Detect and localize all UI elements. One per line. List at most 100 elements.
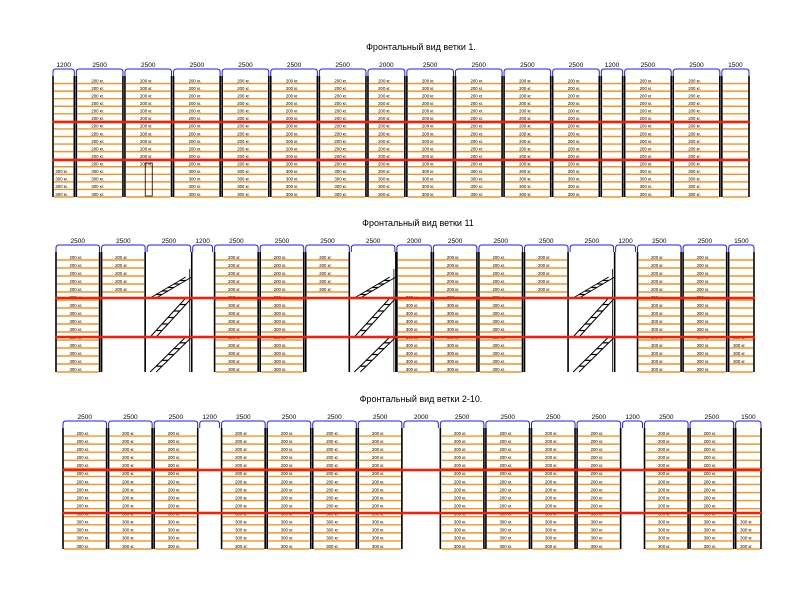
dimension-label: 2500 [320,238,335,245]
dimension-line [199,420,221,428]
load-label: 300 кг. [640,192,652,197]
dimension-label: 2500 [229,238,244,245]
dimension-line [350,244,396,252]
load-label: 300 кг. [91,169,103,174]
load-label: 300 кг. [406,319,418,324]
load-label: 300 кг. [70,343,82,348]
load-label: 200 кг. [499,447,511,452]
load-label: 300 кг. [122,544,134,549]
view-branch-1-body: 1200 2500 2500 2500 2500 2500 2500 2000 2500 2500… [52,62,750,198]
load-label: 200 кг. [77,447,89,452]
load-label: 200 кг. [91,78,103,83]
load-label: 200 кг. [140,86,152,91]
dimension-line [552,68,600,76]
load-label: 200 кг. [286,154,298,159]
dimension-line [101,244,146,252]
load-label: 200 кг. [319,255,331,260]
load-label: 200 кг. [115,255,127,260]
load-label: 200 кг. [519,154,531,159]
dimension-label: 2500 [520,62,535,69]
dimension-line [523,244,569,252]
load-label: 300 кг. [77,520,89,525]
load-label: 200 кг. [77,495,89,500]
rack-bay: 200 кг. 200 кг. 200 кг. 200 кг. 200 кг. 300 к… [432,252,478,373]
rack-bay: 200 кг. 200 кг. 200 кг. 200 кг. 200 кг. 200 к… [689,428,735,550]
load-label: 200 кг. [372,439,384,444]
load-label: 200 кг. [568,146,580,151]
load-label: 300 кг. [651,351,663,356]
load-label: 200 кг. [122,471,134,476]
load-label: 200 кг. [378,86,390,91]
load-label: 200 кг. [189,131,201,136]
load-label: 200 кг. [237,116,249,121]
load-label: 300 кг. [228,311,240,316]
load-label: 200 кг. [591,479,603,484]
dimension-label: 2500 [500,414,515,421]
load-label: 200 кг. [91,162,103,167]
load-label: 200 кг. [237,131,249,136]
load-label: 300 кг. [591,520,603,525]
load-label: 200 кг. [640,162,652,167]
dimension-chain: 2500 2500 2500 1200 2500 2500 2500 2500 2000 2500… [55,238,755,252]
dimension-line [221,420,266,428]
dimension-label: 2000 [407,238,422,245]
load-label: 300 кг. [640,177,652,182]
load-label: 200 кг. [115,287,127,292]
dimension-line [403,420,439,428]
load-label: 200 кг. [688,154,700,159]
load-label: 200 кг. [91,109,103,114]
dimension-line [318,68,367,76]
load-label: 300 кг. [447,343,459,348]
load-label: 200 кг. [651,287,663,292]
load-label: 300 кг. [122,520,134,525]
load-label: 300 кг. [286,192,298,197]
rack-bay: 200 кг. 200 кг. 200 кг. 200 кг. 200 кг. 200 к… [439,428,485,550]
load-label: 200 кг. [122,487,134,492]
load-label: 200 кг. [568,78,580,83]
dimension-label: 2500 [652,238,667,245]
load-label: 300 кг. [378,169,390,174]
load-label: 200 кг. [688,78,700,83]
dimension-line [454,68,503,76]
load-label: 200 кг. [372,471,384,476]
rack-bay: 200 кг. 200 кг. 200 кг. 200 кг. 200 кг. 200 к… [318,76,367,198]
load-label: 200 кг. [140,139,152,144]
dimension-label: 2500 [162,238,177,245]
load-label: 200 кг. [286,146,298,151]
load-label: 200 кг. [115,271,127,276]
dimension-label: 2500 [190,62,205,69]
load-label: 300 кг. [697,311,709,316]
view-title-branch-1: Фронтальный вид ветки 1. [366,42,476,52]
dimension-line [266,420,312,428]
load-label: 200 кг. [454,495,466,500]
load-label: 200 кг. [286,93,298,98]
load-label: 300 кг. [545,520,557,525]
load-label: 200 кг. [697,287,709,292]
load-label: 300 кг. [406,303,418,308]
load-label: 300 кг. [55,177,67,182]
dimension-line [75,68,124,76]
rack-bay: 200 кг. 200 кг. 200 кг. 200 кг. 200 кг. 200 к… [503,76,552,198]
rack-bay: 200 кг. 200 кг. 200 кг. 200 кг. 200 кг. 200 к… [357,428,403,550]
load-label: 300 кг. [334,184,346,189]
load-label: 200 кг. [658,447,670,452]
dimension-label: 2500 [423,62,438,69]
load-label: 200 кг. [115,279,127,284]
load-label: 300 кг. [286,169,298,174]
load-label: 200 кг. [422,124,434,129]
load-label: 200 кг. [228,287,240,292]
load-label: 200 кг. [378,78,390,83]
dimension-line [312,420,357,428]
load-label: 200 кг. [492,279,504,284]
load-label: 200 кг. [492,255,504,260]
load-label: 200 кг. [286,162,298,167]
dimension-line [478,244,523,252]
rack-bay: 200 кг. 200 кг. 200 кг. 200 кг. 200 кг. 200 к… [124,76,173,198]
load-label: 300 кг. [168,520,180,525]
load-label: 200 кг. [77,479,89,484]
load-label: 300 кг. [740,520,752,525]
load-label: 200 кг. [274,279,286,284]
load-label: 300 кг. [274,303,286,308]
load-label: 300 кг. [281,536,293,541]
load-label: 200 кг. [334,109,346,114]
